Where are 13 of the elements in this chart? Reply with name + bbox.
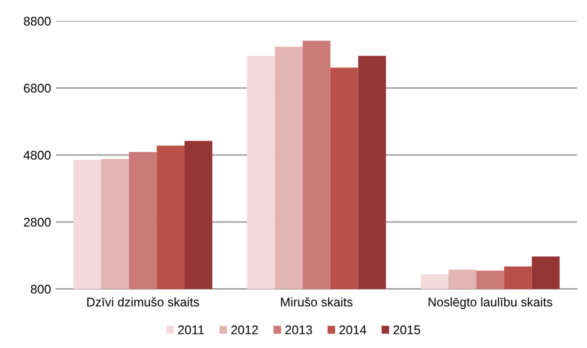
legend-label: 2011 [178, 325, 204, 334]
y-tick-label: 6800 [24, 84, 51, 93]
legend-label: 2013 [285, 325, 312, 334]
legend-label: 2015 [394, 325, 420, 334]
x-tick-label: Dzīvi dzimušo skaits [87, 297, 199, 307]
y-tick-label: 8800 [24, 16, 51, 26]
x-tick-label: Mirušo skaits [281, 297, 353, 307]
legend-label: 2014 [339, 325, 366, 334]
y-tick-label: 800 [30, 284, 51, 294]
x-tick-label: Noslēgto laulību skaits [428, 297, 552, 309]
y-tick-label: 4800 [24, 150, 51, 160]
y-tick-label: 2800 [24, 218, 51, 227]
legend-label: 2012 [231, 325, 258, 334]
